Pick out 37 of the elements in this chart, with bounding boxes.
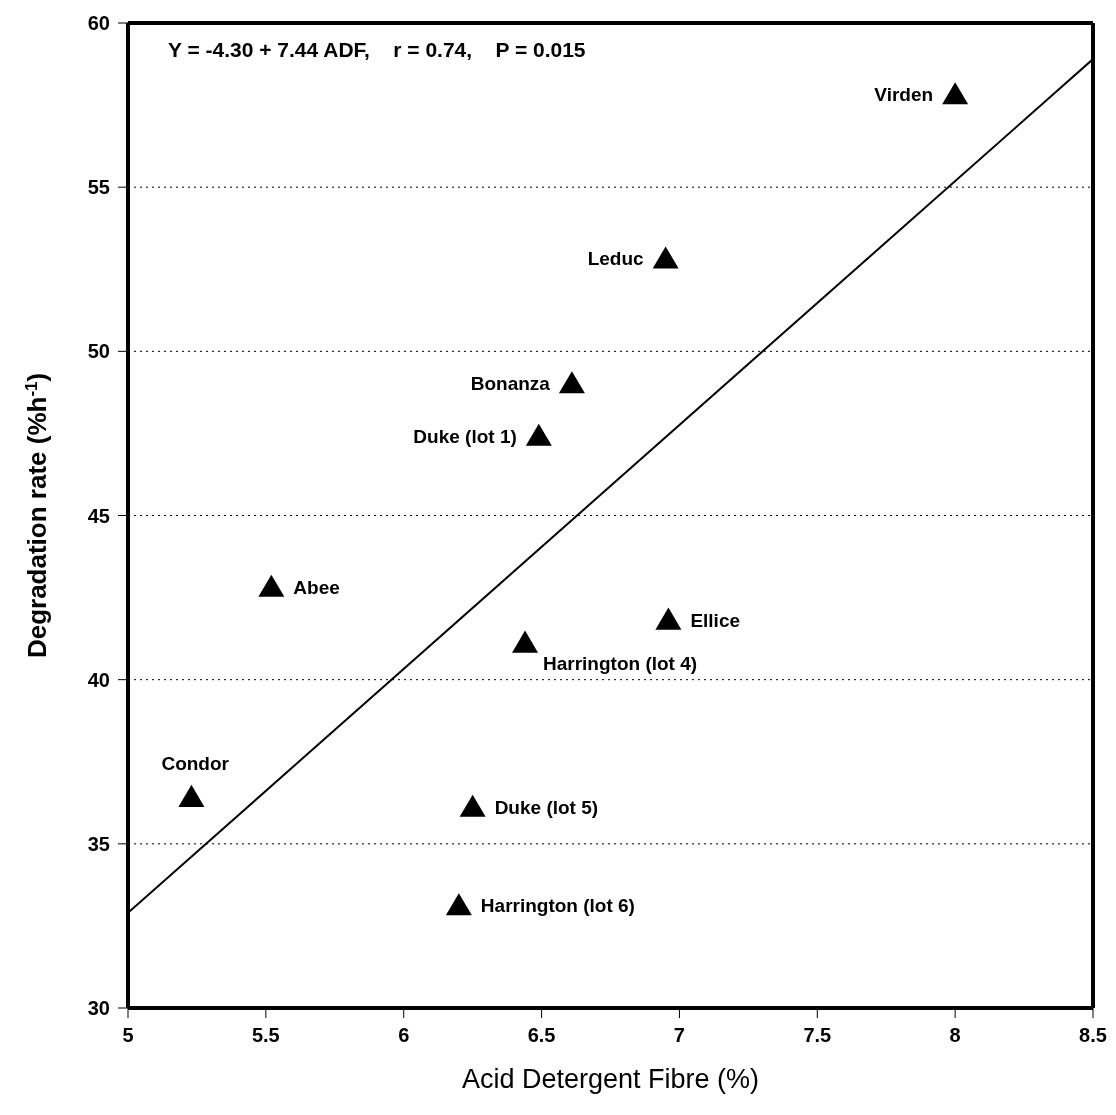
point (445, 893, 472, 916)
point (459, 794, 486, 817)
x-axis-title: Acid Detergent Fibre (%) (461, 1064, 760, 1094)
annotation: Leduc (587, 248, 645, 270)
point (652, 246, 679, 269)
y-tick-label: 40 (87, 668, 110, 691)
x-tick-label: 8 (949, 1024, 961, 1047)
annotation: Ellice (690, 609, 741, 631)
x-tick-label: 5.5 (251, 1024, 280, 1047)
x-tick-label: 5 (122, 1024, 134, 1047)
x-tick-label: 6.5 (527, 1024, 556, 1047)
y-tick-label: 45 (87, 504, 110, 527)
annotation: Harrington (lot 6) (480, 895, 635, 917)
y-tick-label: 60 (87, 12, 110, 35)
y-tick-label: 30 (87, 997, 110, 1020)
annotation: Duke (lot 5) (494, 796, 599, 818)
annotation: Virden (874, 84, 934, 106)
point (942, 82, 969, 105)
point (655, 607, 682, 630)
annotation: Y = -4.30 + 7.44 ADF, r = 0.74, P = 0.015 (168, 38, 586, 62)
point (178, 784, 205, 807)
annotation: Duke (lot 1) (413, 425, 517, 447)
point (558, 371, 585, 394)
point (525, 423, 552, 446)
x-tick-label: 8.5 (1079, 1024, 1107, 1047)
y-tick-label: 50 (87, 340, 110, 363)
annotation: Condor (161, 752, 230, 774)
annotation: Abee (293, 576, 340, 598)
x-tick-label: 7.5 (803, 1024, 832, 1047)
point (258, 574, 285, 597)
point (512, 630, 539, 653)
x-tick-label: 7 (673, 1024, 685, 1047)
y-tick-label: 55 (87, 176, 110, 199)
x-tick-label: 6 (398, 1024, 410, 1047)
y-tick-label: 35 (87, 832, 110, 855)
annotation: Bonanza (470, 373, 551, 395)
annotation: Harrington (lot 4) (543, 652, 698, 674)
